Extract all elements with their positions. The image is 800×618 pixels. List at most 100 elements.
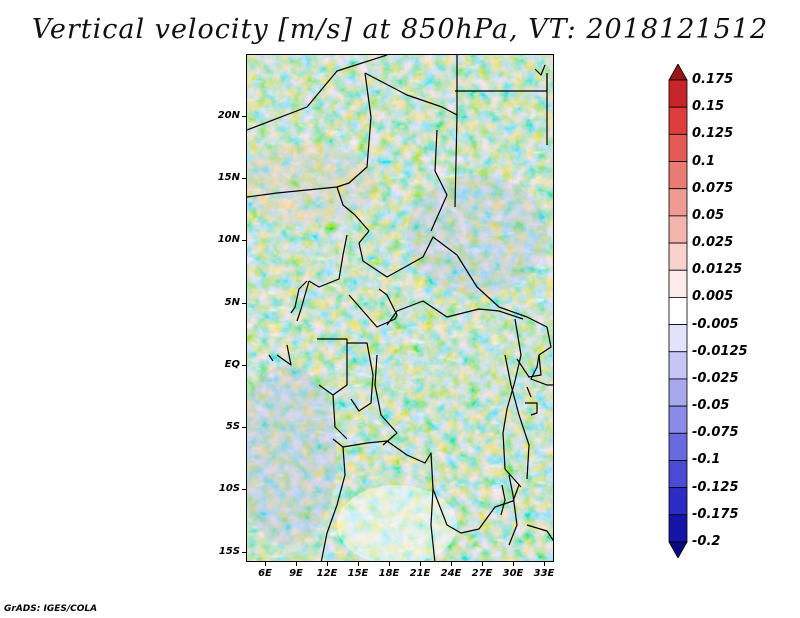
lat-label-10s: 10S: [218, 483, 240, 494]
grads-credit: GrADS: IGES/COLA: [4, 604, 98, 614]
colorbar-box: [668, 324, 688, 353]
colorbar-box: [668, 215, 688, 244]
border-niger-libya: [364, 72, 458, 116]
border-chad-east: [454, 55, 458, 208]
bioko-island: [276, 344, 292, 366]
border-southeast: [526, 524, 553, 542]
lon-label-33e: 33E: [533, 568, 555, 579]
border-algeria-mali: [247, 55, 388, 131]
colorbar-label: 0.1: [692, 153, 716, 169]
lat-label-15s: 15S: [218, 546, 240, 557]
colorbar-label: 0.15: [692, 99, 725, 115]
lon-label-9e: 9E: [289, 568, 303, 579]
map-panel: [246, 54, 554, 562]
velocity-field-map: [247, 55, 553, 561]
lat-tick: [242, 552, 247, 553]
lake-mweru: [500, 484, 506, 516]
colorbar-box: [668, 79, 688, 108]
lake-kivu: [526, 386, 532, 398]
colorbar-box: [668, 242, 688, 271]
colorbar-box: [668, 133, 688, 162]
border-angola-north: [332, 438, 388, 448]
colorbar-box: [668, 405, 688, 434]
coastline-gulf-guinea: [296, 280, 310, 322]
lon-label-27e: 27E: [471, 568, 493, 579]
border-sahel-west: [247, 186, 338, 198]
lon-label-30e: 30E: [502, 568, 524, 579]
colorbar-max-arrow: [668, 64, 688, 81]
colorbar-box: [668, 161, 688, 190]
colorbar-label: -0.175: [692, 506, 739, 522]
border-congo: [347, 342, 374, 412]
colorbar-label: -0.05: [692, 398, 730, 414]
lon-tick: [389, 561, 390, 566]
lake-malawi-north: [508, 474, 518, 546]
lon-tick: [358, 561, 359, 566]
coastline-congo-angola: [332, 394, 348, 440]
plot-title: Vertical velocity [m/s] at 850hPa, VT: 2…: [31, 14, 769, 45]
lon-label-18e: 18E: [378, 568, 400, 579]
colorbar-label: -0.025: [692, 370, 739, 386]
colorbar-label: -0.125: [692, 479, 739, 495]
lon-label-6e: 6E: [258, 568, 272, 579]
colorbar-box: [668, 514, 688, 543]
border-angola-east: [386, 440, 436, 561]
coastline-cameroon: [290, 280, 308, 314]
lon-tick: [482, 561, 483, 566]
sao-tome: [268, 354, 274, 362]
lon-label-12e: 12E: [316, 568, 338, 579]
border-nigeria-cameroon: [308, 234, 348, 288]
colorbar-label: 0.175: [692, 72, 734, 87]
coastline-angola: [320, 446, 346, 561]
border-uganda-kenya: [530, 326, 553, 386]
rwanda-burundi: [525, 402, 538, 416]
sinking-region-west: [247, 145, 377, 225]
colorbar-label: 0.005: [692, 289, 734, 305]
lat-label-5n: 5N: [224, 297, 240, 308]
colorbar-box: [668, 487, 688, 516]
lon-tick: [296, 561, 297, 566]
lake-victoria: [516, 354, 542, 378]
border-gabon: [317, 338, 348, 396]
colorbar-label: -0.075: [692, 425, 739, 441]
border-zambia: [432, 484, 520, 534]
colorbar-label: 0.05: [692, 207, 725, 223]
colorbar-box: [668, 106, 688, 135]
border-east-rift: [502, 318, 522, 488]
lake-tanganyika-west: [504, 354, 530, 480]
colorbar-box: [668, 460, 688, 489]
lat-tick: [242, 240, 247, 241]
lat-tick: [242, 365, 247, 366]
lat-tick: [242, 116, 247, 117]
lat-tick: [242, 489, 247, 490]
lon-label-24e: 24E: [440, 568, 462, 579]
colorbar-label: -0.005: [692, 316, 739, 332]
lat-label-10n: 10N: [217, 234, 240, 245]
lon-tick: [513, 561, 514, 566]
country-borders: [247, 55, 553, 561]
border-congo-drc: [374, 354, 398, 446]
border-chad-sudan: [430, 129, 448, 232]
lat-tick: [242, 303, 247, 304]
lat-tick: [242, 178, 247, 179]
colorbar-box: [668, 297, 688, 325]
colorbar-label: 0.0125: [692, 262, 743, 278]
colorbar-box: [668, 188, 688, 217]
colorbar-box: [668, 269, 688, 298]
border-chad-lake: [336, 186, 370, 232]
border-cameroon-congo: [348, 288, 398, 328]
lat-label-5s: 5S: [225, 421, 240, 432]
colorbar: [668, 64, 688, 558]
colorbar-label: -0.1: [692, 452, 721, 468]
lake-outlines: [500, 386, 532, 516]
lat-tick: [242, 427, 247, 428]
border-car-drc: [386, 300, 524, 326]
colorbar-label: 0.025: [692, 235, 734, 251]
lon-tick: [327, 561, 328, 566]
lon-label-15e: 15E: [347, 568, 369, 579]
lat-label-15n: 15N: [217, 172, 240, 183]
lon-tick: [420, 561, 421, 566]
border-niger-nigeria-west: [336, 72, 372, 188]
lon-tick: [544, 561, 545, 566]
colorbar-label: -0.2: [692, 534, 721, 549]
